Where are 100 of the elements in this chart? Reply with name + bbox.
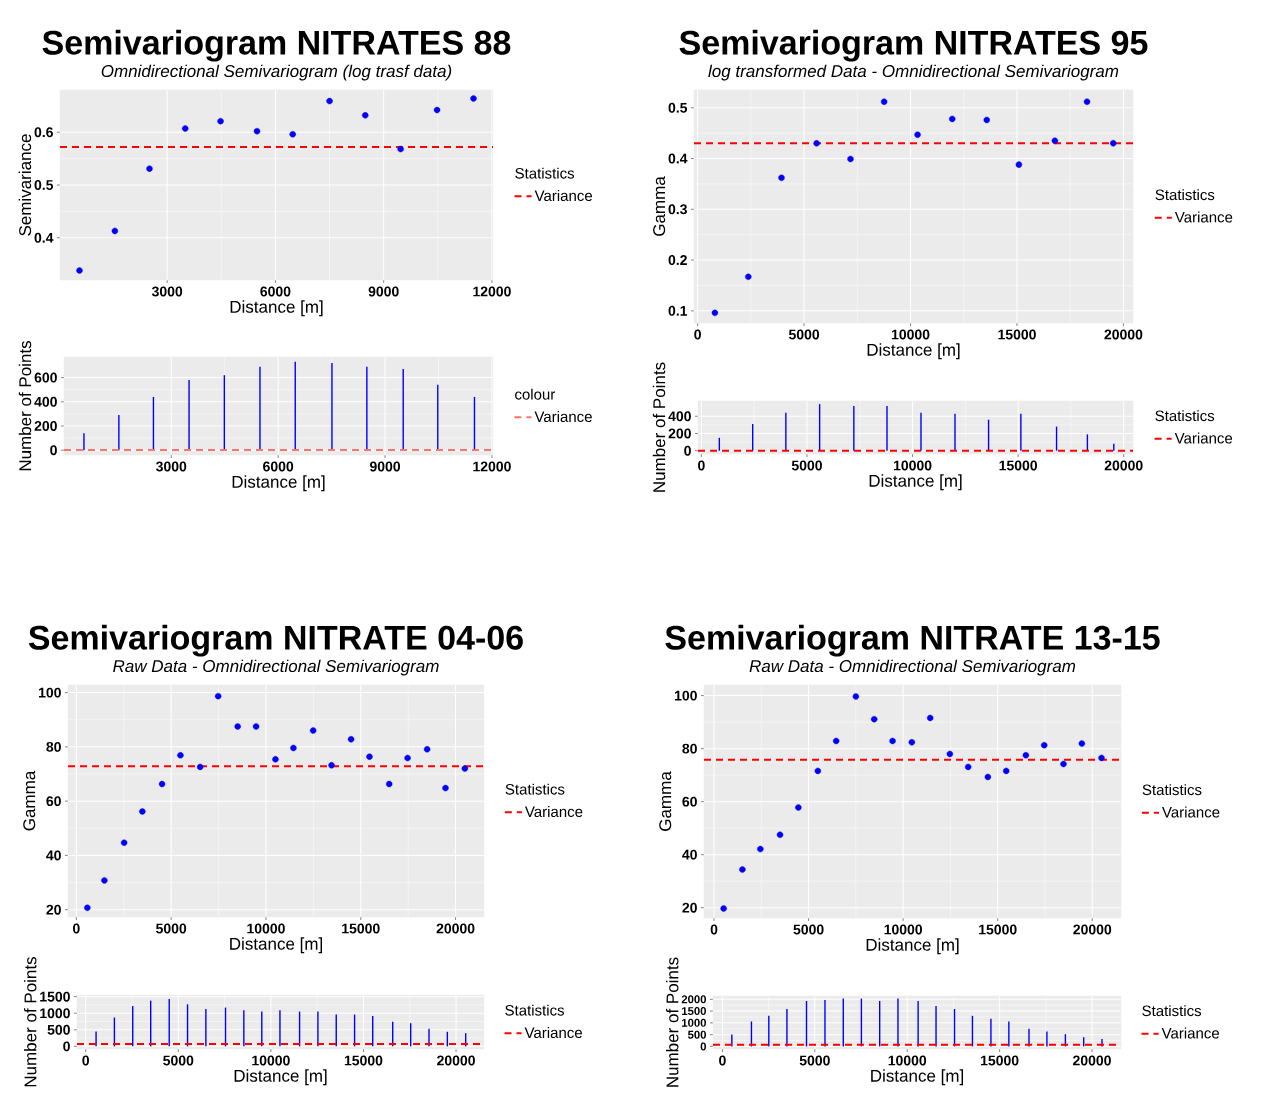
- y-tick-label: 40: [682, 849, 697, 860]
- point: [946, 750, 954, 758]
- y-tick-label: 0.2: [668, 255, 687, 266]
- x-tick-label: 15000: [344, 1055, 383, 1066]
- y-tick-label: 2000: [681, 995, 706, 1004]
- point: [139, 808, 146, 815]
- point: [1041, 741, 1048, 749]
- x-tick-label: 10000: [891, 329, 930, 340]
- legend-title: Statistics: [1142, 1005, 1202, 1017]
- x-tick-label: 3000: [155, 461, 187, 472]
- point: [101, 877, 108, 884]
- point: [182, 125, 189, 132]
- point: [252, 723, 260, 730]
- y-axis-title: Number of Points: [18, 340, 32, 471]
- point: [290, 744, 297, 752]
- x-axis-title: Distance [m]: [234, 1069, 327, 1086]
- point: [1022, 752, 1030, 759]
- x-tick-label: 10000: [252, 1055, 290, 1066]
- point: [852, 693, 860, 700]
- legend-title: Statistics: [505, 783, 565, 795]
- x-tick-label: 12000: [473, 286, 511, 297]
- x-tick-label: 0: [710, 924, 718, 935]
- point: [146, 165, 153, 172]
- y-tick-label: 0: [700, 1042, 707, 1051]
- point: [84, 904, 91, 911]
- x-tick-label: 20000: [1073, 1055, 1111, 1066]
- point: [795, 804, 802, 811]
- point: [1078, 740, 1086, 747]
- legend-title: Statistics: [515, 167, 575, 179]
- ref-line-label: Variance: [1161, 1027, 1220, 1039]
- x-tick-label: 5000: [788, 329, 820, 340]
- point: [309, 727, 317, 734]
- y-tick-label: 0.1: [668, 305, 688, 316]
- x-tick-label: 20000: [1104, 329, 1143, 340]
- legend-title: Statistics: [1155, 189, 1215, 201]
- point: [461, 765, 469, 772]
- point: [776, 831, 784, 838]
- x-tick-label: 15000: [981, 1055, 1019, 1066]
- y-tick-label: 200: [34, 421, 57, 431]
- point: [326, 97, 333, 105]
- ref-line-label: Variance: [524, 1027, 582, 1039]
- x-tick-label: 20000: [1073, 924, 1112, 935]
- point: [433, 106, 441, 114]
- point: [423, 746, 431, 753]
- point: [757, 845, 764, 853]
- y-tick-label: 100: [674, 690, 697, 701]
- point: [234, 723, 241, 730]
- point: [778, 174, 785, 182]
- chart-title: Semivariogram NITRATE 04-06: [28, 624, 523, 657]
- y-tick-label: 1000: [40, 1008, 70, 1019]
- y-axis-title: Number of Points: [23, 956, 37, 1087]
- x-tick-label: 9000: [369, 461, 401, 472]
- point: [470, 95, 477, 102]
- x-tick-label: 10000: [893, 460, 932, 471]
- x-tick-label: 20000: [437, 1055, 475, 1066]
- point: [158, 780, 166, 788]
- y-axis-title: Gamma: [659, 771, 672, 831]
- point: [253, 127, 261, 135]
- point: [362, 112, 369, 119]
- x-tick-label: 5000: [156, 923, 187, 934]
- y-axis-title: Gamma: [653, 176, 666, 236]
- x-tick-label: 0: [82, 1055, 90, 1066]
- y-tick-label: 400: [668, 411, 691, 422]
- point: [328, 762, 335, 769]
- y-tick-label: 500: [47, 1024, 70, 1035]
- chart-subtitle: Omnidirectional Semivariogram (log trasf data): [101, 64, 452, 81]
- x-tick-label: 0: [719, 1055, 726, 1066]
- legend-title: Statistics: [1155, 410, 1215, 422]
- x-tick-label: 6000: [260, 286, 291, 297]
- legend-label: Variance: [534, 411, 592, 423]
- point: [1015, 161, 1023, 168]
- point: [76, 267, 83, 274]
- y-tick-label: 600: [34, 372, 57, 383]
- chart-subtitle: log transformed Data - Omnidirectional Semivariogram: [708, 64, 1119, 81]
- point: [833, 737, 840, 745]
- y-tick-label: 20: [46, 904, 61, 915]
- legend-title: Statistics: [1142, 784, 1202, 796]
- chart-title: Semivariogram NITRATES 88: [42, 29, 511, 62]
- x-axis-title: Distance [m]: [230, 937, 323, 954]
- point: [386, 780, 393, 788]
- point: [814, 767, 822, 775]
- point: [914, 131, 921, 138]
- x-axis-title: Distance [m]: [869, 474, 962, 491]
- x-axis-title: Distance [m]: [230, 300, 323, 317]
- point: [965, 763, 972, 771]
- y-axis-title: Number of Points: [665, 957, 679, 1087]
- x-tick-label: 5000: [791, 460, 822, 471]
- y-tick-label: 1000: [682, 1018, 706, 1027]
- chart-subtitle: Raw Data - Omnidirectional Semivariogram: [113, 659, 439, 676]
- x-tick-label: 15000: [342, 923, 380, 934]
- x-tick-label: 15000: [979, 924, 1017, 935]
- y-tick-label: 1500: [682, 1007, 706, 1016]
- legend-label: Variance: [524, 806, 583, 818]
- x-tick-label: 20000: [1104, 460, 1143, 471]
- x-tick-label: 10000: [884, 924, 923, 935]
- y-tick-label: 200: [668, 428, 691, 439]
- x-axis-title: Distance [m]: [232, 475, 325, 492]
- x-tick-label: 5000: [799, 1055, 830, 1066]
- legend-label: Variance: [534, 190, 592, 202]
- y-tick-label: 0: [63, 1041, 70, 1052]
